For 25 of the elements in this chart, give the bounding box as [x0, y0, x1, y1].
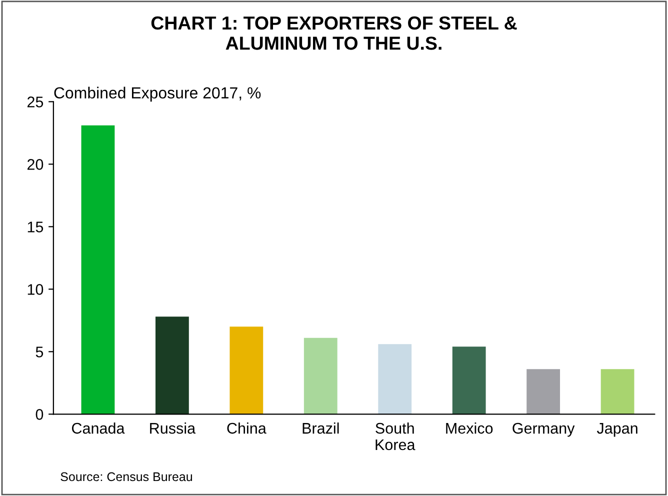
x-tick-label: China: [227, 422, 266, 434]
y-tick-label: 15: [28, 222, 44, 232]
y-axis-title: Combined Exposure 2017, %: [54, 86, 261, 102]
x-tick-label: Japan: [596, 423, 638, 437]
bar: [81, 125, 115, 414]
x-tick-label: Mexico: [446, 422, 493, 434]
chart-title: CHART 1: TOP EXPORTERS OF STEEL & ALUMINUM TO THE U.S.: [151, 16, 517, 50]
y-tick-label: 20: [27, 159, 44, 170]
bar: [155, 316, 189, 414]
x-tick-label: Canada: [72, 422, 125, 434]
bar: [452, 346, 486, 414]
bar: [600, 369, 634, 414]
y-tick-label: 0: [36, 409, 44, 420]
bar: [378, 344, 412, 414]
y-tick-label: 25: [27, 96, 44, 108]
x-tick-label: South Korea: [376, 422, 416, 450]
source-note: Source: Census Bureau: [60, 472, 192, 482]
y-tick-label: 5: [36, 346, 44, 358]
y-tick-label: 10: [28, 284, 44, 295]
bar: [304, 338, 338, 414]
bar: [526, 369, 560, 414]
x-tick-label: Germany: [512, 422, 575, 437]
x-tick-label: Brazil: [302, 422, 339, 434]
bar: [230, 326, 264, 414]
x-tick-label: Russia: [150, 422, 196, 434]
